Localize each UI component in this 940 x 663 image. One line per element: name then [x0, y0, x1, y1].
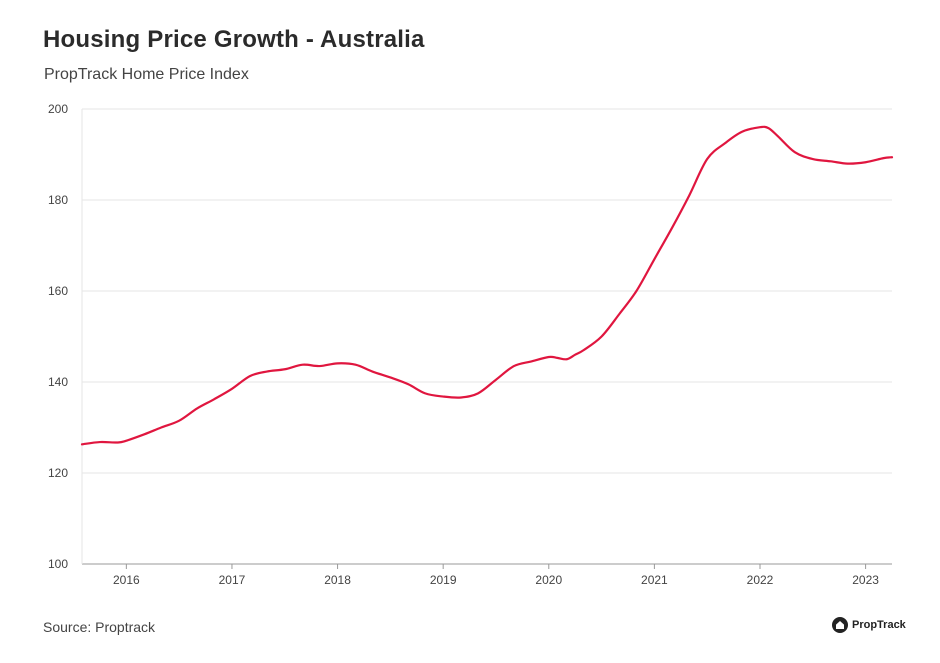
- house-icon: [832, 617, 848, 633]
- series-line: [80, 125, 894, 446]
- x-tick-label: 2022: [747, 573, 774, 587]
- y-tick-label: 140: [48, 375, 68, 389]
- x-tick-label: 2020: [535, 573, 562, 587]
- y-tick-label: 100: [48, 557, 68, 571]
- x-tick-label: 2017: [219, 573, 246, 587]
- chart-subtitle: PropTrack Home Price Index: [44, 66, 249, 83]
- x-tick-label: 2016: [113, 573, 140, 587]
- y-axis: 100 120 140 160 180 200: [48, 102, 68, 571]
- y-tick-label: 160: [48, 284, 68, 298]
- series-group: [80, 125, 894, 446]
- x-tick-label: 2023: [852, 573, 879, 587]
- grid-lines: [81, 108, 892, 565]
- chart-title: Housing Price Growth - Australia: [43, 26, 425, 53]
- brand-logo: PropTrack: [832, 617, 906, 633]
- x-tick-label: 2019: [430, 573, 457, 587]
- source-note: Source: Proptrack: [43, 619, 156, 635]
- x-axis: 2016 2017 2018 2019 2020 2021 2022 2023: [113, 564, 879, 587]
- x-tick-label: 2018: [324, 573, 351, 587]
- y-tick-label: 200: [48, 102, 68, 116]
- x-tick-label: 2021: [641, 573, 668, 587]
- brand-name: PropTrack: [852, 619, 906, 631]
- y-tick-label: 120: [48, 466, 68, 480]
- y-tick-label: 180: [48, 193, 68, 207]
